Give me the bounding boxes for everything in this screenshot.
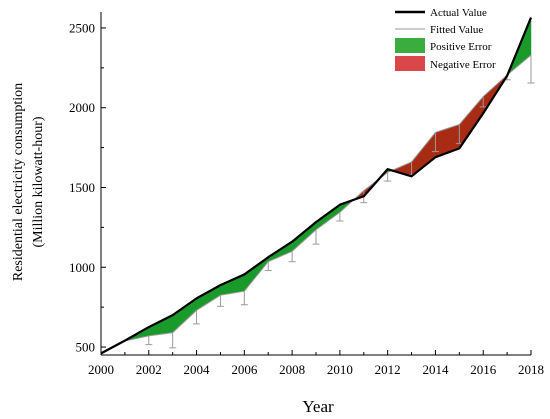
x-tick-label: 2018 (518, 362, 544, 377)
x-tick-label: 2004 (184, 362, 211, 377)
y-axis-title-line-1: Residential electricity consumption (11, 83, 26, 281)
fitted-value-line (100, 54, 532, 355)
legend-swatch-negative-error (395, 56, 425, 71)
y-axis-title: Residential electricity consumption (Mil… (11, 83, 46, 281)
error-bar-layer (145, 55, 535, 349)
x-tick-label: 2000 (88, 362, 114, 377)
error-fill-segment (411, 131, 436, 177)
error-fill-segment (459, 95, 484, 150)
y-axis-title-line-2: (Million kilowatt-hour) (31, 116, 46, 247)
y-tick-label: 2000 (69, 100, 95, 115)
x-tick-label: 2008 (279, 362, 305, 377)
legend-swatch-positive-error (395, 38, 425, 53)
y-tick-label: 2500 (69, 20, 95, 35)
legend-label-actual: Actual Value (430, 7, 487, 19)
error-fill-segment (291, 221, 317, 252)
series-line-layer (100, 17, 533, 355)
x-tick-label: 2012 (375, 362, 401, 377)
x-tick-label: 2006 (231, 362, 258, 377)
actual-value-line (100, 17, 533, 355)
x-tick-label: 2002 (136, 362, 162, 377)
legend: Actual Value Fitted Value Positive Error… (395, 7, 496, 71)
x-axis-title: Year (302, 397, 334, 416)
legend-label-negative-error: Negative Error (430, 59, 496, 71)
axes (100, 12, 532, 356)
error-fill-segment (172, 297, 197, 334)
y-tick-label: 1000 (69, 260, 95, 275)
x-tick-label: 2016 (470, 362, 497, 377)
legend-label-fitted: Fitted Value (430, 24, 483, 36)
tick-labels: 2000 2002 2004 2006 2008 2010 2012 2014 2016 2018… (69, 20, 544, 377)
legend-label-positive-error: Positive Error (430, 41, 492, 53)
y-tick-label: 1500 (69, 180, 95, 195)
x-tick-label: 2014 (422, 362, 449, 377)
x-tick-label: 2010 (327, 362, 353, 377)
y-tick-label: 500 (76, 340, 96, 355)
